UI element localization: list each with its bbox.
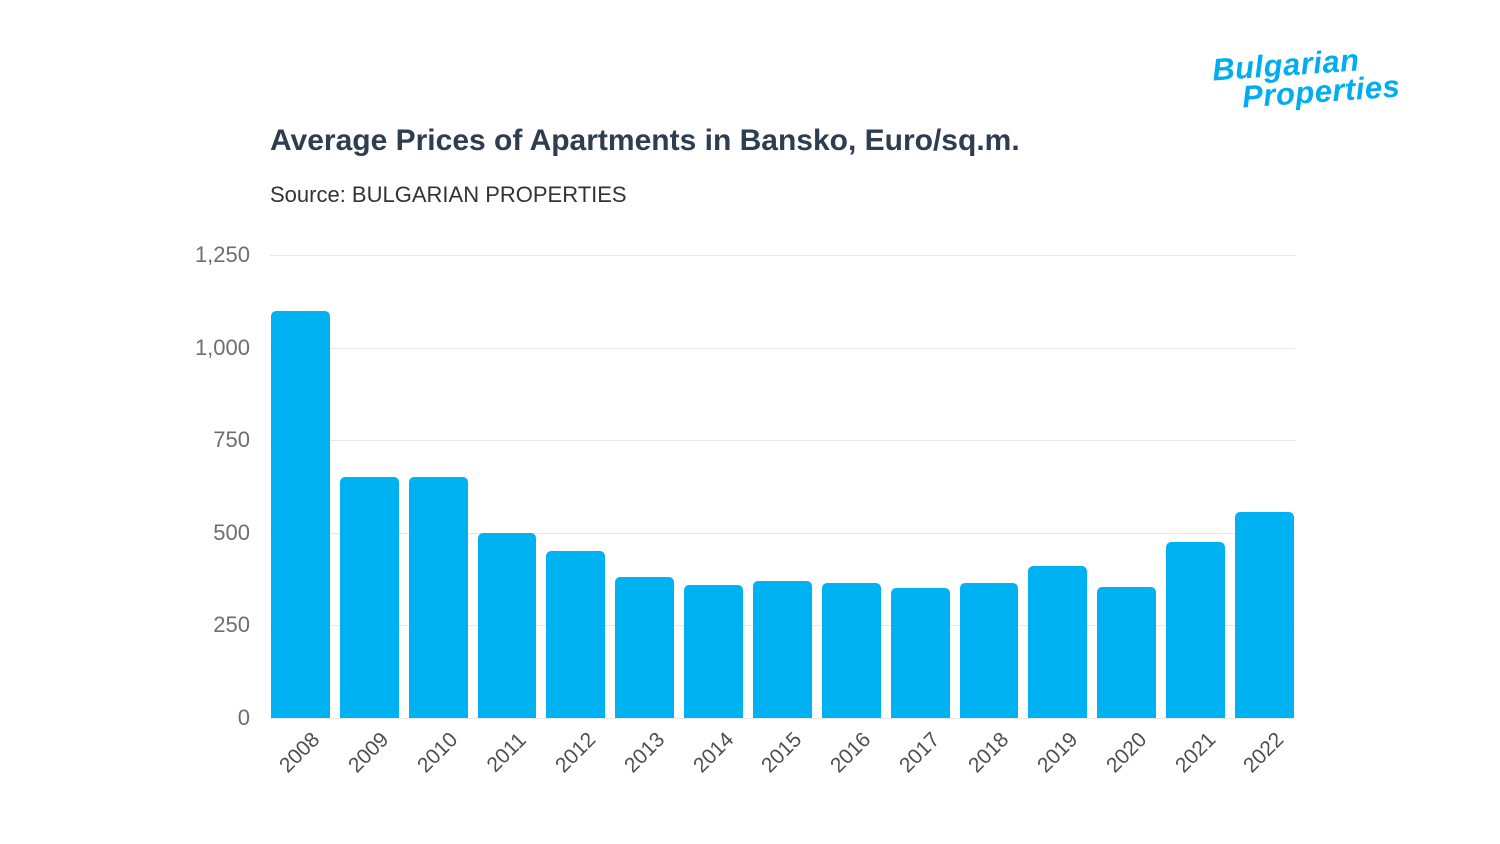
bar-2020 bbox=[1097, 586, 1157, 718]
bar-2018 bbox=[959, 582, 1019, 718]
x-label-slot-2008: 2008 bbox=[271, 723, 330, 803]
bar-2014 bbox=[684, 584, 744, 718]
bar-slot-2022 bbox=[1235, 255, 1294, 718]
x-tick-label-2017: 2017 bbox=[895, 727, 945, 778]
gridline-1000 bbox=[270, 347, 1295, 349]
x-tick-label-2019: 2019 bbox=[1032, 727, 1083, 778]
y-tick-label-250: 250 bbox=[213, 612, 250, 638]
x-label-slot-2014: 2014 bbox=[684, 723, 743, 803]
x-label-slot-2017: 2017 bbox=[891, 723, 950, 803]
bar-slot-2009 bbox=[339, 255, 399, 718]
bar-slot-2014 bbox=[684, 255, 744, 718]
chart-source-label: Source: BULGARIAN PROPERTIES bbox=[270, 182, 627, 207]
x-tick-label-2014: 2014 bbox=[688, 727, 738, 778]
x-label-slot-2015: 2015 bbox=[753, 723, 812, 803]
plot-area: 0 250 500 750 1,000 1,250 bbox=[195, 242, 1295, 730]
x-tick-label-2008: 2008 bbox=[275, 727, 325, 778]
x-label-slot-2009: 2009 bbox=[340, 723, 399, 803]
x-tick-label-2021: 2021 bbox=[1170, 727, 1220, 778]
bar-2019 bbox=[1028, 566, 1088, 718]
x-tick-label-2020: 2020 bbox=[1101, 727, 1152, 778]
x-tick-label-2022: 2022 bbox=[1239, 727, 1289, 778]
x-label-slot-2016: 2016 bbox=[822, 723, 881, 803]
bar-slot-2018 bbox=[959, 255, 1019, 718]
bar-2015 bbox=[753, 580, 812, 718]
x-label-slot-2022: 2022 bbox=[1235, 723, 1294, 803]
bar-slot-2011 bbox=[477, 255, 537, 718]
chart-title: Average Prices of Apartments in Bansko, … bbox=[270, 124, 1020, 157]
x-label-slot-2011: 2011 bbox=[478, 723, 537, 803]
bar-2011 bbox=[477, 532, 537, 718]
bar-2022 bbox=[1235, 512, 1294, 718]
x-label-slot-2013: 2013 bbox=[615, 723, 674, 803]
x-tick-label-2016: 2016 bbox=[826, 727, 876, 778]
bar-2012 bbox=[546, 551, 606, 718]
bar-slot-2020 bbox=[1097, 255, 1157, 718]
bar-2017 bbox=[890, 588, 950, 718]
bar-slot-2021 bbox=[1166, 255, 1226, 718]
gridline-500 bbox=[270, 532, 1295, 534]
x-tick-label-2012: 2012 bbox=[550, 727, 601, 778]
bar-chart: 0 250 500 750 1,000 1,250 2008 2009 2010 2011 201… bbox=[185, 242, 1297, 815]
y-tick-label-1250: 1,250 bbox=[194, 242, 250, 267]
bar-slot-2016 bbox=[821, 255, 881, 718]
x-tick-label-2018: 2018 bbox=[964, 727, 1014, 778]
x-axis-labels: 2008 2009 2010 2011 2012 2013 2014 2015 2016 2017… bbox=[270, 723, 1295, 803]
y-tick-label-0: 0 bbox=[237, 705, 250, 730]
bar-slot-2012 bbox=[546, 255, 606, 718]
bar-slot-2015 bbox=[753, 255, 812, 718]
bar-2013 bbox=[615, 577, 675, 718]
bar-slot-2008 bbox=[271, 255, 330, 718]
x-label-slot-2012: 2012 bbox=[546, 723, 605, 803]
x-tick-label-2009: 2009 bbox=[344, 727, 394, 778]
gridline-0 bbox=[270, 718, 1295, 719]
bar-2009 bbox=[339, 477, 399, 718]
x-tick-label-2011: 2011 bbox=[482, 728, 531, 777]
bar-2016 bbox=[821, 582, 881, 718]
bar-slot-2019 bbox=[1028, 255, 1088, 718]
x-label-slot-2019: 2019 bbox=[1028, 723, 1087, 803]
bar-slot-2010 bbox=[408, 255, 468, 718]
bulgarian-properties-logo: Bulgarian Properties bbox=[1211, 41, 1430, 115]
x-tick-label-2010: 2010 bbox=[413, 727, 463, 778]
y-tick-label-500: 500 bbox=[213, 519, 250, 545]
x-label-slot-2020: 2020 bbox=[1097, 723, 1156, 803]
x-label-slot-2010: 2010 bbox=[409, 723, 468, 803]
gridline-1250 bbox=[270, 255, 1295, 256]
bars-container bbox=[270, 255, 1295, 718]
gridline-750 bbox=[270, 440, 1295, 442]
y-tick-label-1000: 1,000 bbox=[194, 334, 250, 360]
bar-slot-2013 bbox=[615, 255, 675, 718]
bar-2010 bbox=[408, 477, 468, 718]
bar-2008 bbox=[271, 310, 330, 718]
x-label-slot-2018: 2018 bbox=[960, 723, 1019, 803]
y-tick-label-750: 750 bbox=[213, 427, 250, 453]
bar-2021 bbox=[1166, 542, 1226, 718]
bar-slot-2017 bbox=[890, 255, 950, 718]
x-label-slot-2021: 2021 bbox=[1166, 723, 1225, 803]
x-tick-label-2015: 2015 bbox=[757, 727, 807, 778]
x-tick-label-2013: 2013 bbox=[619, 727, 670, 778]
